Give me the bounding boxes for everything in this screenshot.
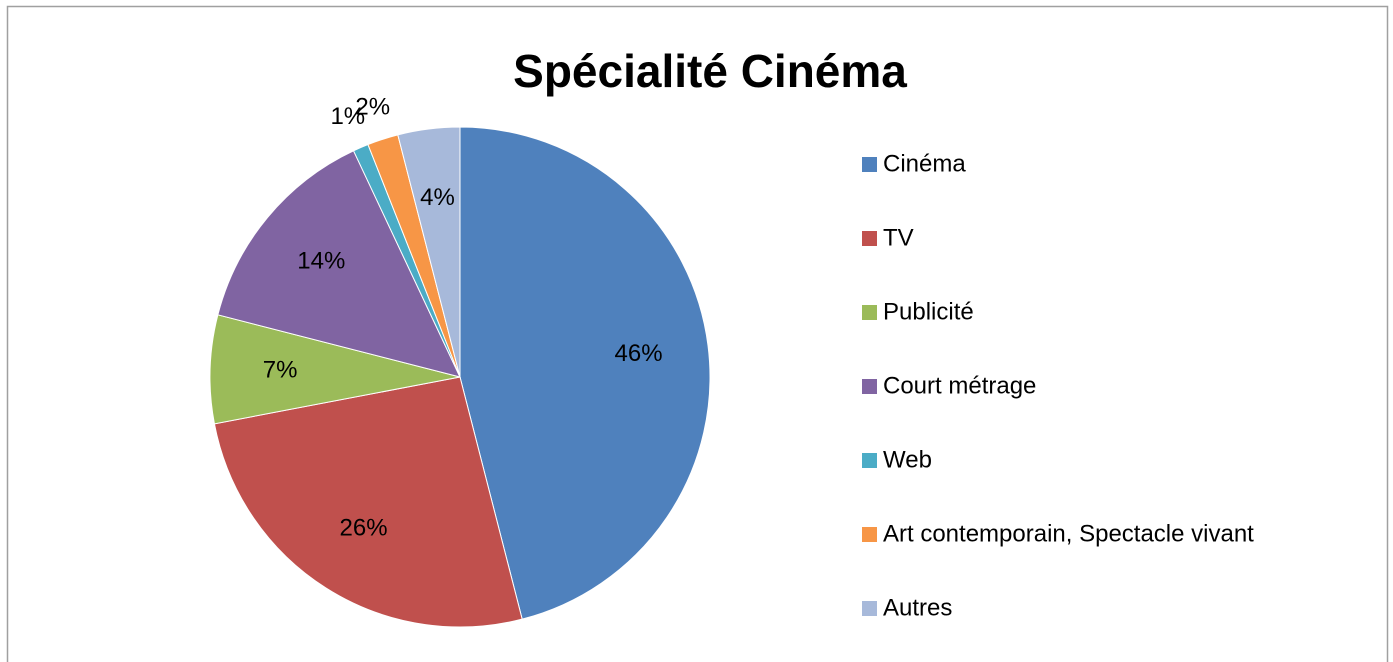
legend-swatch — [862, 157, 877, 172]
data-label: 7% — [263, 357, 298, 384]
data-label: 14% — [297, 248, 345, 275]
legend-swatch — [862, 231, 877, 246]
data-label: 1% — [330, 103, 365, 130]
pie-slice — [397, 126, 461, 378]
legend-swatch — [862, 453, 877, 468]
legend-swatch — [862, 601, 877, 616]
data-label: 46% — [615, 340, 663, 367]
pie-slice — [217, 150, 461, 378]
legend-label: Cinéma — [883, 150, 966, 177]
legend-swatch — [862, 305, 877, 320]
data-label: 26% — [340, 514, 388, 541]
pie-slice — [209, 314, 461, 425]
pie-slice — [213, 376, 523, 628]
legend-label: Art contemporain, Spectacle vivant — [883, 520, 1254, 547]
legend-label: TV — [883, 224, 914, 251]
legend-label: Web — [883, 446, 932, 473]
chart-title: Spécialité Cinéma — [513, 45, 907, 97]
legend-swatch — [862, 379, 877, 394]
data-label: 4% — [420, 184, 455, 211]
legend-label: Court métrage — [883, 372, 1036, 399]
data-label: 2% — [355, 94, 390, 121]
legend-label: Publicité — [883, 298, 974, 325]
legend-swatch — [862, 527, 877, 542]
pie-slice — [459, 126, 711, 620]
legend-label: Autres — [883, 594, 952, 621]
